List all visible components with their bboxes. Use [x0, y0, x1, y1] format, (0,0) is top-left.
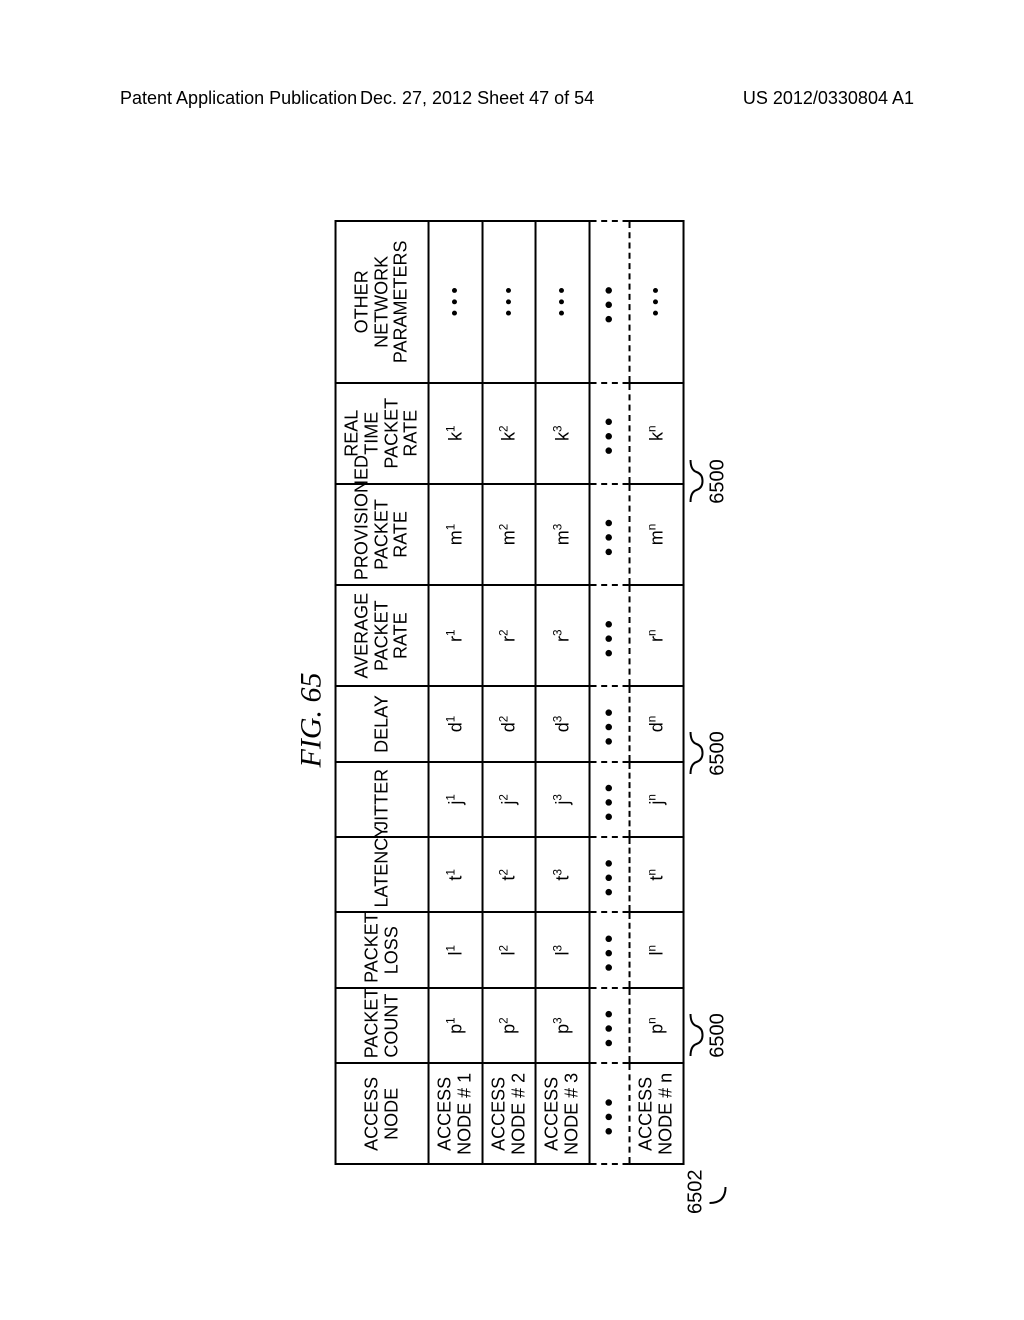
table-cell: k2 [482, 383, 536, 484]
table-cell: ACCESSNODE # 1 [429, 1063, 483, 1164]
table-cell: r3 [536, 585, 590, 686]
column-header: REALTIMEPACKETRATE [336, 383, 429, 484]
table-cell: d1 [429, 686, 483, 761]
table-cell: k3 [536, 383, 590, 484]
figure-label: FIG. 65 [295, 220, 329, 1220]
column-header: JITTER [336, 762, 429, 837]
column-header: OTHERNETWORKPARAMETERS [336, 221, 429, 383]
column-header: AVERAGEPACKETRATE [336, 585, 429, 686]
table-cell: • • • [429, 221, 483, 383]
table-cell: ••• [589, 1063, 629, 1164]
table-cell: t1 [429, 837, 483, 912]
table-cell: pn [630, 988, 684, 1063]
table-row: ACCESSNODE # 2p2l2t2j2d2r2m2k2• • • [482, 221, 536, 1165]
table-cell: d2 [482, 686, 536, 761]
column-header: PACKETLOSS [336, 912, 429, 987]
brace-row: 6500 6500 [688, 220, 729, 1166]
table-cell: rn [630, 585, 684, 686]
brace-icon [688, 1013, 704, 1059]
table-cell: ACCESSNODE # n [630, 1063, 684, 1164]
table-cell: r2 [482, 585, 536, 686]
brace-label-1: 6500 [706, 1013, 728, 1058]
column-header: LATENCY [336, 837, 429, 912]
table-cell: j3 [536, 762, 590, 837]
header-right: US 2012/0330804 A1 [743, 88, 914, 109]
table-cell: m2 [482, 484, 536, 585]
table-cell: ••• [589, 837, 629, 912]
table-cell: mn [630, 484, 684, 585]
figure-rotated-container: FIG. 65 6502 ACCESSNODEPACKETCOUNTPACKET… [295, 220, 730, 1220]
table-cell: ••• [589, 484, 629, 585]
table-cell: • • • [536, 221, 590, 383]
table-cell: t3 [536, 837, 590, 912]
table-cell: r1 [429, 585, 483, 686]
table-cell: p2 [482, 988, 536, 1063]
brace-label-3: 6500 [706, 459, 728, 504]
column-header: PACKETCOUNT [336, 988, 429, 1063]
table-cell: p1 [429, 988, 483, 1063]
table-cell: m1 [429, 484, 483, 585]
table-cell: m3 [536, 484, 590, 585]
column-header: DELAY [336, 686, 429, 761]
table-cell: ••• [589, 912, 629, 987]
brace-6502-icon [707, 1185, 727, 1205]
table-cell: • • • [630, 221, 684, 383]
column-header: PROVISIONEDPACKETRATE [336, 484, 429, 585]
table-cell: ••• [589, 686, 629, 761]
table-cell: j1 [429, 762, 483, 837]
table-cell: t2 [482, 837, 536, 912]
table-cell: tn [630, 837, 684, 912]
header-left: Patent Application Publication [120, 88, 357, 109]
table-cell: kn [630, 383, 684, 484]
table-cell: l3 [536, 912, 590, 987]
table-cell: dn [630, 686, 684, 761]
table-row: ACCESSNODE # 1p1l1t1j1d1r1m1k1• • • [429, 221, 483, 1165]
table-cell: l2 [482, 912, 536, 987]
table-cell: k1 [429, 383, 483, 484]
table-cell: ••• [589, 762, 629, 837]
table-cell: ••• [589, 383, 629, 484]
ref-6502: 6502 [684, 1170, 706, 1215]
table-cell: jn [630, 762, 684, 837]
table-cell: ••• [589, 988, 629, 1063]
table-header-row: ACCESSNODEPACKETCOUNTPACKETLOSSLATENCYJI… [336, 221, 429, 1165]
header-mid: Dec. 27, 2012 Sheet 47 of 54 [360, 88, 594, 109]
brace-label-2: 6500 [706, 731, 728, 776]
table-cell: ••• [589, 221, 629, 383]
table-row: ACCESSNODE # npnlntnjndnrnmnkn• • • [630, 221, 684, 1165]
table-cell: l1 [429, 912, 483, 987]
table-cell: ACCESSNODE # 2 [482, 1063, 536, 1164]
table-cell: • • • [482, 221, 536, 383]
table-row: •••••••••••••••••••••••••••••• [589, 221, 629, 1165]
column-header: ACCESSNODE [336, 1063, 429, 1164]
brace-icon [688, 731, 704, 777]
table-cell: ACCESSNODE # 3 [536, 1063, 590, 1164]
network-params-table: ACCESSNODEPACKETCOUNTPACKETLOSSLATENCYJI… [335, 220, 685, 1166]
table-cell: j2 [482, 762, 536, 837]
brace-icon [688, 459, 704, 505]
table-cell: d3 [536, 686, 590, 761]
table-cell: ••• [589, 585, 629, 686]
table-cell: p3 [536, 988, 590, 1063]
table-cell: ln [630, 912, 684, 987]
table-row: ACCESSNODE # 3p3l3t3j3d3r3m3k3• • • [536, 221, 590, 1165]
